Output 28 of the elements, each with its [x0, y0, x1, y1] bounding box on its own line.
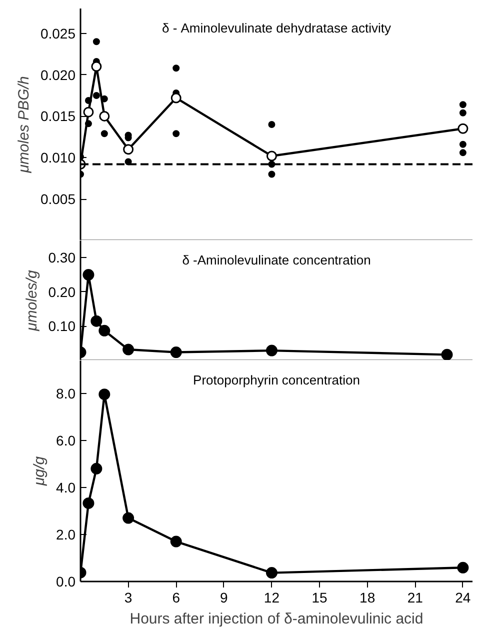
y-tick-label: 0.10 — [48, 318, 76, 334]
text: δ -Aminolevulinate concentration — [182, 252, 371, 268]
y-axis-title: μmoles/g — [23, 269, 40, 332]
y-tick-label: 6.0 — [56, 432, 76, 448]
y-tick-label: 0.005 — [40, 191, 76, 208]
y-tick-label: 4.0 — [56, 479, 76, 496]
text: Protoporphyrin concentration — [193, 372, 360, 388]
y-tick-label: 0.20 — [48, 284, 76, 300]
x-tick-label: 24 — [455, 590, 471, 606]
x-tick-label: 12 — [264, 590, 280, 606]
y-tick-label: 8.0 — [56, 385, 76, 402]
x-tick-label: 3 — [124, 590, 132, 606]
x-axis-title: Hours after injection of δ-aminolevulinic acid — [130, 610, 424, 628]
y-tick-label: 0.30 — [48, 250, 76, 266]
text: δ - Aminolevulinate dehydratase activity — [162, 20, 392, 36]
y-tick-label: 0.020 — [40, 66, 76, 83]
y-tick-label: 0.015 — [40, 108, 76, 124]
y-tick-label: 2.0 — [56, 526, 76, 542]
x-tick-label: 6 — [172, 590, 180, 606]
y-tick-label: 0.0 — [56, 574, 76, 590]
y-axis-title: μmoles PBG/h — [15, 76, 32, 174]
y-tick-label: 0.025 — [40, 25, 76, 42]
x-tick-label: 9 — [220, 590, 228, 606]
x-tick-label: 15 — [312, 590, 328, 606]
y-tick-label: 0.010 — [40, 150, 76, 166]
x-tick-label: 21 — [407, 590, 424, 606]
x-tick-label: 18 — [360, 590, 376, 606]
y-axis-title: μg/g — [31, 456, 48, 487]
